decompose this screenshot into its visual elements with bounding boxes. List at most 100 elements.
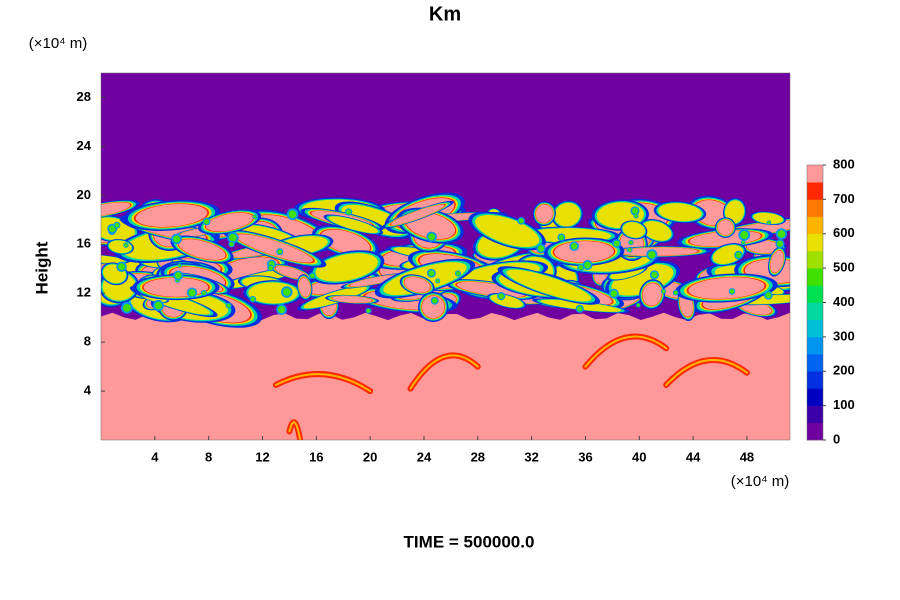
colorbar-swatch — [807, 216, 823, 235]
contour-region — [390, 204, 445, 226]
contour-region — [658, 203, 702, 222]
y-tick-label: 4 — [84, 383, 92, 398]
contour-region — [310, 273, 315, 279]
x-tick-label: 20 — [363, 449, 377, 464]
chart-title: Km — [429, 3, 461, 25]
contour-region — [428, 270, 435, 277]
contour-region — [770, 250, 784, 273]
x-tick-label: 24 — [417, 449, 432, 464]
y-tick-label: 16 — [77, 236, 91, 251]
contour-region — [455, 271, 460, 276]
contour-region — [518, 218, 524, 224]
contour-region — [277, 305, 286, 314]
contour-region — [203, 218, 210, 225]
colorbar-swatch — [807, 422, 823, 441]
x-unit: (×10⁴ m) — [731, 473, 790, 490]
colorbar-swatch — [807, 199, 823, 217]
contour-region — [432, 298, 438, 304]
contour-region — [315, 253, 378, 282]
y-tick-label: 8 — [84, 334, 91, 349]
contour-region — [777, 230, 786, 238]
colorbar-swatch — [807, 319, 823, 338]
contour-region — [250, 297, 255, 302]
colorbar-tick-label: 100 — [833, 397, 855, 412]
colorbar-swatch — [807, 233, 823, 252]
colorbar-swatch — [807, 182, 823, 200]
colorbar-tick-label: 800 — [833, 156, 855, 171]
colorbar-tick-label: 300 — [833, 328, 855, 343]
contour-region — [578, 265, 584, 270]
contour-region — [735, 252, 742, 258]
contour-region — [619, 247, 698, 256]
contour-region — [673, 290, 678, 295]
contour-region — [642, 221, 672, 241]
contour-region — [767, 221, 771, 225]
contour-region — [178, 239, 226, 260]
contour-region — [729, 289, 735, 294]
contour-region — [178, 264, 182, 268]
y-unit: (×10⁴ m) — [29, 35, 88, 52]
contour-region — [154, 301, 163, 310]
contour-region — [366, 308, 371, 313]
x-tick-label: 12 — [255, 449, 269, 464]
contour-region — [651, 271, 658, 278]
contour-region — [274, 373, 372, 393]
colorbar-tick-label: 200 — [833, 363, 855, 378]
colorbar-swatch — [807, 250, 823, 269]
colorbar-swatch — [807, 302, 823, 320]
contour-region — [577, 306, 583, 312]
contour-region — [174, 272, 182, 279]
colorbar-tick-label: 400 — [833, 294, 855, 309]
contour-region — [428, 233, 436, 241]
contour-region — [135, 204, 208, 227]
y-axis-label: Height — [32, 241, 51, 294]
contour-region — [206, 212, 253, 232]
colorbar-swatch — [807, 354, 823, 372]
contour-region — [173, 235, 181, 243]
contour-region — [558, 234, 564, 240]
y-tick-label: 12 — [77, 285, 91, 300]
x-tick-label: 28 — [471, 449, 485, 464]
contour-region — [712, 245, 744, 265]
contour-region — [642, 283, 662, 306]
contour-region — [724, 200, 745, 224]
contour-region — [268, 265, 273, 271]
colorbar-swatch — [807, 405, 823, 424]
contour-region — [253, 215, 257, 219]
contour-region — [688, 277, 765, 299]
contour-region — [229, 233, 237, 242]
y-tick-label: 24 — [77, 138, 92, 153]
contour-region — [636, 303, 640, 307]
plot-frame — [100, 72, 791, 441]
contour-region — [475, 214, 540, 248]
contour-region — [634, 214, 638, 218]
contour-region — [236, 234, 313, 263]
colorbar-swatch — [807, 165, 823, 183]
contour-region — [404, 277, 431, 293]
contour-region — [584, 261, 591, 269]
y-tick-label: 28 — [77, 89, 91, 104]
contour-region — [229, 241, 234, 247]
contour-region — [346, 209, 352, 215]
x-tick-label: 16 — [309, 449, 323, 464]
contour-field — [101, 73, 790, 440]
x-tick-label: 48 — [740, 449, 754, 464]
contour-region — [328, 216, 379, 233]
contour-region — [631, 207, 638, 214]
colorbar-tick-label: 600 — [833, 225, 855, 240]
x-tick-label: 32 — [524, 449, 538, 464]
x-tick-label: 36 — [578, 449, 592, 464]
footer: TIME = 500000.0 — [404, 532, 535, 551]
contour-region — [665, 359, 748, 386]
contour-region — [188, 289, 196, 297]
colorbar-tick-label: 500 — [833, 260, 855, 275]
contour-region — [456, 281, 526, 298]
contour-region — [571, 243, 578, 250]
contour-region — [537, 245, 545, 252]
contour-region — [101, 312, 790, 440]
x-tick-label: 44 — [686, 449, 701, 464]
contour-region — [421, 295, 445, 319]
colorbar-swatch — [807, 371, 823, 389]
contour-region — [320, 229, 371, 255]
colorbar-tick-label: 0 — [833, 431, 840, 446]
